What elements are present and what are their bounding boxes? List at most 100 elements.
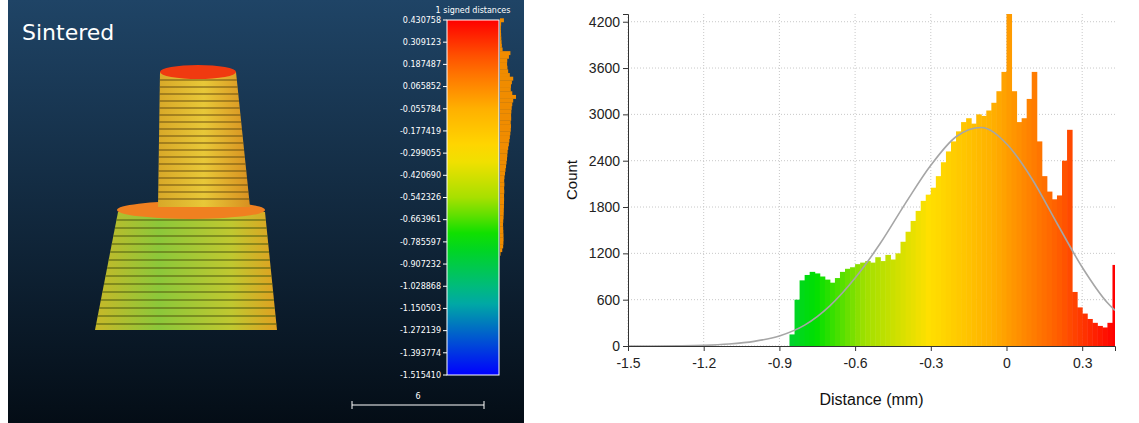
colorbar-histogram-bar: [500, 124, 511, 128]
grid-line-x: [1082, 14, 1083, 346]
colorbar-histogram-bar: [500, 164, 506, 168]
colorbar-histogram-bar: [500, 29, 502, 33]
colorbar-histogram-bar: [500, 142, 509, 146]
histogram-bar: [976, 114, 982, 346]
y-axis-line: [623, 15, 629, 347]
colorbar-histogram-bar: [500, 223, 503, 227]
colorbar-histogram-bar: [500, 252, 502, 256]
colorbar-tick-label: -1.150503: [400, 304, 441, 313]
colorbar-histogram-bar: [500, 80, 512, 84]
layer-line: [158, 177, 247, 179]
layer-line: [160, 100, 239, 102]
layer-line: [159, 107, 239, 109]
colorbar-histogram-bar: [500, 73, 510, 77]
grid-line-x: [779, 14, 780, 346]
colorbar-tick: [443, 330, 447, 331]
y-tick-mark: [623, 300, 628, 301]
colorbar-histogram-bar: [500, 168, 506, 172]
histogram-bar: [830, 283, 836, 346]
colorbar-histogram-bar: [500, 179, 504, 183]
colorbar-tick-label: 0.309123: [403, 38, 441, 47]
colorbar-title: 1 signed distances: [436, 6, 511, 15]
colorbar-histogram-bar: [500, 153, 507, 157]
colorbar-histogram-bar: [500, 120, 511, 124]
y-tick-label: 0: [612, 338, 620, 354]
histogram-bar: [840, 272, 846, 346]
colorbar-histogram-bar: [500, 197, 504, 201]
colorbar-tick: [443, 241, 447, 242]
histogram-bar: [911, 221, 917, 346]
colorbar-tick: [443, 197, 447, 198]
histogram-bar: [885, 255, 891, 346]
histogram-bar: [860, 263, 866, 346]
histogram-bar: [946, 151, 952, 346]
histogram-bar: [1082, 314, 1088, 346]
histogram-bar: [996, 91, 1002, 346]
upper-body: [158, 72, 250, 207]
colorbar-histogram-bar: [500, 241, 503, 245]
y-tick-mark: [623, 253, 628, 254]
histogram-bar: [926, 195, 932, 346]
histogram-bar: [1107, 323, 1113, 346]
colorbar-tick-label: -0.420690: [400, 171, 441, 180]
colorbar-histogram-bar: [500, 117, 511, 121]
colorbar-histogram-bar: [500, 212, 504, 216]
layer-line: [159, 142, 243, 144]
y-tick-label: 3600: [589, 60, 620, 76]
grid-line-y: [628, 68, 1115, 69]
colorbar-histogram-bar: [500, 110, 511, 114]
colorbar-tick-label: -0.299055: [400, 149, 441, 158]
colorbar-histogram-bar: [500, 102, 512, 106]
histogram-bar: [825, 280, 831, 346]
x-tick-mark: [855, 346, 856, 351]
layer-line: [104, 283, 272, 285]
histogram-bar: [890, 260, 896, 346]
y-tick-label: 600: [597, 292, 621, 308]
histogram-bar: [961, 122, 967, 346]
colorbar-histogram-bar: [500, 113, 511, 117]
plot-area: [628, 14, 1115, 346]
colorbar-tick: [443, 375, 447, 376]
layer-line: [159, 149, 244, 151]
colorbar-histogram-bar: [500, 193, 504, 197]
lower-body: [95, 212, 277, 330]
x-tick: -1.2: [692, 346, 716, 371]
colorbar-histogram-bar: [500, 245, 503, 249]
y-tick-label: 1200: [589, 245, 620, 261]
layer-line: [116, 219, 265, 221]
y-tick-mark: [623, 114, 628, 115]
colorbar-histogram-bar: [500, 186, 504, 190]
histogram-bar: [1012, 91, 1018, 346]
histogram-bar: [1022, 118, 1028, 346]
layer-line: [110, 251, 269, 253]
layer-line: [96, 323, 276, 325]
colorbar-tick: [443, 175, 447, 176]
colorbar-tick: [443, 42, 447, 43]
colorbar-histogram-bar: [500, 248, 502, 252]
histogram-bar: [865, 261, 871, 346]
histogram-bar: [875, 257, 881, 346]
colorbar-histogram-bar: [500, 58, 507, 62]
layer-line: [159, 135, 243, 137]
grid-line-y: [628, 114, 1115, 115]
layer-line: [101, 299, 274, 301]
colorbar-tick: [443, 64, 447, 65]
layer-line: [109, 259, 270, 261]
x-tick: -0.3: [919, 346, 943, 371]
colorbar-tick-label: -0.055784: [400, 105, 441, 114]
colorbar-histogram-bar: [500, 18, 504, 22]
colorbar-tick-label: -0.542326: [400, 193, 441, 202]
colorbar-histogram-bar: [500, 201, 504, 205]
histogram-bar: [986, 111, 992, 346]
y-tick: 3600: [589, 60, 628, 76]
scale-bar-label: 6: [415, 392, 420, 401]
layer-line: [159, 170, 247, 172]
colorbar-histogram-bar: [500, 234, 503, 238]
scale-bar: 6: [352, 392, 484, 409]
colorbar-histogram-bar: [500, 131, 510, 135]
layer-line: [102, 291, 273, 293]
histogram-bar: [936, 176, 942, 346]
layer-line: [106, 275, 272, 277]
colorbar-histogram-bar: [500, 157, 507, 161]
panel-title: Sintered: [22, 20, 114, 45]
